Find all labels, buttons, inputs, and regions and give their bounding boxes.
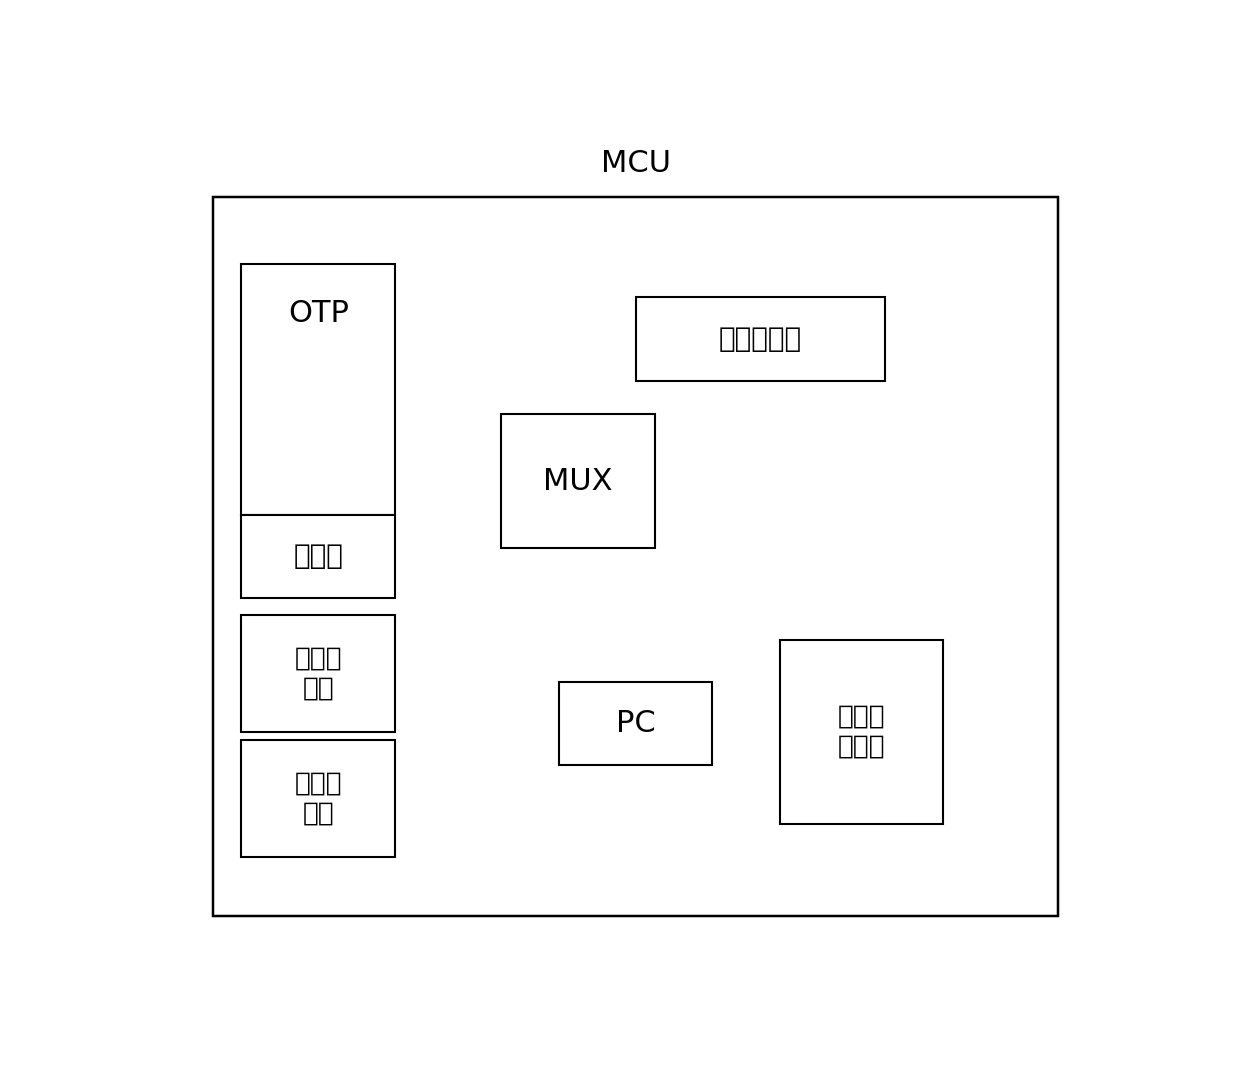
Bar (635, 297, 885, 381)
Bar (242, 615, 396, 731)
Bar (242, 740, 396, 857)
Bar (780, 640, 942, 824)
Text: 地址比
较电路: 地址比 较电路 (837, 704, 885, 760)
Text: 地址寄
存器: 地址寄 存器 (295, 770, 342, 827)
Text: PC: PC (615, 709, 656, 738)
Text: 指令寄存器: 指令寄存器 (719, 326, 802, 353)
Text: 数据寄
存器: 数据寄 存器 (295, 646, 342, 701)
Text: 重写区: 重写区 (294, 542, 343, 571)
Text: MUX: MUX (543, 467, 613, 496)
Bar (213, 197, 1058, 916)
Bar (242, 514, 396, 598)
Bar (242, 264, 396, 514)
Bar (501, 414, 655, 548)
Bar (558, 681, 712, 765)
Text: OTP: OTP (288, 299, 348, 329)
Text: MCU: MCU (600, 149, 671, 178)
